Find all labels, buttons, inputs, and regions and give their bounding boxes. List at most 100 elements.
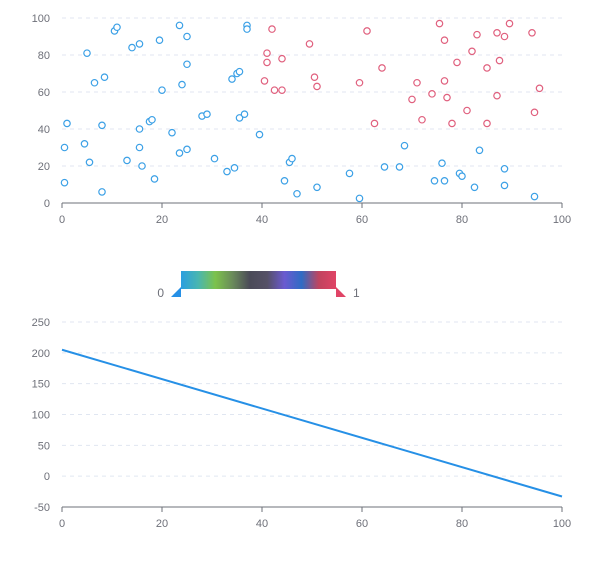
scatter-point[interactable] [370,119,379,128]
scatter-point[interactable] [355,78,364,87]
scatter-point[interactable] [530,192,539,201]
scatter-point[interactable] [135,125,144,133]
scatter-point[interactable] [440,177,449,185]
scatter-point[interactable] [183,60,191,69]
scatter-point[interactable] [468,47,476,56]
scatter-point[interactable] [270,86,279,94]
scatter-point[interactable] [345,169,354,178]
scatter-point[interactable] [378,64,386,72]
scatter-point[interactable] [168,128,176,137]
scatter-point[interactable] [500,164,509,173]
scatter-point[interactable] [135,40,144,48]
scatter-point[interactable] [203,110,211,119]
scatter-point[interactable] [395,163,404,171]
scatter-point[interactable] [528,28,536,37]
scatter-point[interactable] [500,181,509,190]
scatter-point[interactable] [80,140,89,148]
scatter-point[interactable] [230,164,239,172]
scatter-point[interactable] [505,19,514,28]
scatter-point[interactable] [313,183,321,192]
scatter-point[interactable] [440,36,449,45]
scatter-point[interactable] [90,78,99,87]
scatter-point[interactable] [493,28,501,37]
scatter-point[interactable] [63,119,71,128]
scatter-point[interactable] [440,77,449,85]
scatter-point[interactable] [280,177,289,185]
scatter-point[interactable] [493,91,501,100]
scatter-point[interactable] [495,56,504,65]
scatter-point[interactable] [138,162,146,170]
scatter-point[interactable] [483,119,491,128]
scatter-point[interactable] [100,73,109,82]
scatter-point[interactable] [453,58,461,67]
scatter-point[interactable] [150,175,159,183]
scatter-point[interactable] [500,32,509,41]
scatter-point[interactable] [113,23,121,32]
scatter-point[interactable] [355,194,364,203]
scatter-point[interactable] [183,145,191,154]
scatter-point[interactable] [400,141,409,150]
scatter-point[interactable] [438,159,446,168]
scatter-point[interactable] [240,110,249,119]
scatter-point[interactable] [263,49,271,57]
scatter-point[interactable] [428,90,436,98]
scatter-point[interactable] [418,115,426,124]
scatter-point[interactable] [263,58,271,67]
scatter-point[interactable] [178,80,186,89]
scatter-point[interactable] [85,158,94,167]
scatter-point[interactable] [435,19,444,28]
scatter-point[interactable] [293,189,301,198]
scatter-point[interactable] [175,149,184,157]
visual-map-max-handle[interactable] [336,287,346,297]
scatter-point[interactable] [268,25,276,33]
scatter-point[interactable] [235,67,244,76]
scatter-y-tick-label: 100 [32,13,50,25]
scatter-point[interactable] [470,183,479,192]
scatter-point[interactable] [483,64,491,72]
scatter-point[interactable] [413,78,421,87]
line-x-tick-label: 100 [553,518,571,530]
scatter-point[interactable] [210,154,219,163]
scatter-point[interactable] [310,73,319,82]
scatter-point[interactable] [260,77,269,85]
line-x-tick-label: 40 [256,518,268,530]
visual-map-min-handle[interactable] [171,287,181,297]
scatter-point[interactable] [135,143,144,152]
scatter-point[interactable] [155,36,164,45]
scatter-point[interactable] [530,108,539,117]
scatter-point[interactable] [83,49,91,57]
scatter-point[interactable] [278,54,286,63]
scatter-point[interactable] [123,156,131,165]
visual-map-control[interactable]: 0 1 [157,271,360,300]
scatter-point[interactable] [475,146,484,155]
scatter-point[interactable] [228,75,236,83]
scatter-point[interactable] [473,30,481,39]
scatter-point[interactable] [458,172,466,180]
scatter-point[interactable] [278,86,286,94]
scatter-point[interactable] [183,32,191,41]
scatter-point[interactable] [380,163,389,171]
scatter-point[interactable] [175,21,184,30]
scatter-point[interactable] [448,119,456,128]
scatter-point[interactable] [60,143,69,152]
scatter-point[interactable] [148,115,156,124]
scatter-point[interactable] [223,167,231,176]
scatter-point[interactable] [128,43,136,52]
scatter-point[interactable] [535,84,544,93]
scatter-point[interactable] [430,177,439,185]
scatter-point[interactable] [60,178,69,187]
scatter-point[interactable] [313,82,321,91]
scatter-point[interactable] [235,114,244,122]
scatter-point[interactable] [443,93,451,102]
scatter-point[interactable] [305,40,314,48]
scatter-point[interactable] [288,154,296,163]
scatter-point[interactable] [158,86,166,94]
scatter-point[interactable] [255,130,264,139]
scatter-point[interactable] [363,27,371,35]
scatter-point[interactable] [98,188,106,196]
scatter-point[interactable] [408,95,416,104]
line-series[interactable] [61,348,563,498]
scatter-point[interactable] [243,25,251,33]
scatter-point[interactable] [463,106,471,115]
scatter-point[interactable] [98,121,106,130]
